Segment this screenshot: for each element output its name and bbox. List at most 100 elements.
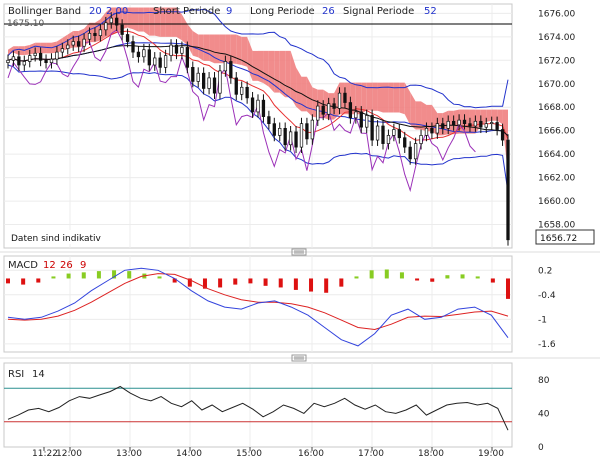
candle-body xyxy=(375,125,380,141)
candle-body xyxy=(305,123,309,140)
cloud-segment xyxy=(393,82,400,113)
macd-histogram-bar xyxy=(309,278,314,292)
candle-body xyxy=(49,58,54,64)
price-y-tick: 1672.00 xyxy=(538,56,575,66)
macd-histogram-bar xyxy=(399,272,404,279)
macd-histogram-bar xyxy=(233,278,238,285)
divider-price-macd[interactable] xyxy=(0,248,600,256)
cloud-segment xyxy=(29,42,36,55)
macd-histogram-bar xyxy=(36,278,41,283)
candle-body xyxy=(490,122,494,125)
price-y-tick: 1658.00 xyxy=(538,221,575,231)
cloud-segment xyxy=(252,50,258,81)
macd-histogram-bar xyxy=(384,269,389,279)
macd-panel-frame xyxy=(3,255,513,353)
candle-body xyxy=(468,123,472,127)
candle-body xyxy=(169,44,173,56)
cloud-segment xyxy=(230,34,237,64)
bb-param-1: 20 xyxy=(89,6,102,17)
candle-body xyxy=(332,103,336,109)
candle-body xyxy=(327,103,331,115)
macd-panel xyxy=(6,267,510,347)
ichimoku-cloud xyxy=(8,7,508,175)
cloud-segment xyxy=(301,76,307,112)
candle-body xyxy=(413,143,418,160)
bollinger-upper xyxy=(7,8,509,109)
macd-param-slow: 26 xyxy=(60,260,73,271)
cloud-segment xyxy=(236,34,242,65)
cloud-segment xyxy=(372,82,378,111)
cloud-segment xyxy=(35,42,41,54)
macd-histogram-bar xyxy=(460,274,465,279)
macd-histogram-bar xyxy=(278,278,283,288)
indicative-note: Daten sind indikativ xyxy=(11,234,102,244)
candle-body xyxy=(278,127,282,136)
macd-histogram-bar xyxy=(51,276,56,279)
cloud-segment xyxy=(13,46,19,56)
candle-body xyxy=(115,17,119,26)
rsi-title: RSI xyxy=(8,369,24,380)
macd-histogram-bar xyxy=(187,278,192,287)
rsi-panel xyxy=(4,385,512,431)
macd-histogram-bar xyxy=(248,278,253,284)
ichimoku-signal-label: Signal Periode xyxy=(343,6,414,17)
cloud-segment xyxy=(421,101,427,132)
candle-body xyxy=(392,129,396,136)
cloud-segment xyxy=(464,109,470,134)
macd-line xyxy=(7,267,509,347)
macd-y-tick: 0.2 xyxy=(538,266,552,276)
x-tick-label: 17:00 xyxy=(358,449,384,458)
candle-body xyxy=(191,66,195,82)
cloud-segment xyxy=(285,50,291,98)
macd-histogram-bar xyxy=(263,278,268,286)
candle-body xyxy=(370,115,374,141)
candle-body xyxy=(180,47,184,54)
candle-body xyxy=(484,123,488,128)
x-tick-label: 13:00 xyxy=(116,449,142,458)
candle-body xyxy=(77,41,81,47)
candle-body xyxy=(288,131,293,146)
candle-body xyxy=(98,29,103,37)
macd-histogram-bar xyxy=(506,278,510,299)
cloud-segment xyxy=(296,67,302,112)
cloud-segment xyxy=(334,82,340,120)
cloud-segment xyxy=(160,7,166,37)
candle-body xyxy=(386,135,391,144)
x-tick-label: 11:22 xyxy=(32,449,58,458)
candle-body xyxy=(196,72,200,82)
candle-body xyxy=(44,59,48,64)
cloud-segment xyxy=(143,7,150,36)
divider-macd-rsi[interactable] xyxy=(0,354,600,362)
cloud-segment xyxy=(290,50,297,107)
candle-body xyxy=(294,131,298,148)
candle-body xyxy=(11,56,16,61)
cloud-segment xyxy=(263,50,269,87)
candle-body xyxy=(125,34,130,42)
reference-line-label: 1675.10 xyxy=(7,19,44,29)
candle-body xyxy=(359,111,363,128)
x-tick-label: 18:00 xyxy=(418,449,444,458)
candle-body xyxy=(343,92,347,103)
macd-histogram-bar xyxy=(202,278,207,289)
candle-body xyxy=(120,24,124,35)
macd-title: MACD xyxy=(8,260,38,271)
candle-body xyxy=(457,119,461,126)
candle-body xyxy=(131,41,135,53)
cloud-segment xyxy=(274,50,280,93)
macd-histogram-bar xyxy=(475,276,480,279)
candle-body xyxy=(272,123,276,136)
candle-body xyxy=(240,86,244,95)
cloud-segment xyxy=(127,7,133,30)
candle-body xyxy=(245,86,249,99)
cloud-segment xyxy=(268,50,275,93)
cloud-segment xyxy=(149,7,155,36)
candle-body xyxy=(310,119,314,140)
macd-histogram-bar xyxy=(157,276,162,279)
candle-body xyxy=(229,61,233,79)
rsi-y-tick: 80 xyxy=(538,376,550,386)
candle-body xyxy=(424,127,429,136)
ichimoku-signal-value: 52 xyxy=(424,6,437,17)
candle-body xyxy=(316,105,320,121)
candle-body xyxy=(397,129,401,139)
cloud-segment xyxy=(225,34,231,64)
